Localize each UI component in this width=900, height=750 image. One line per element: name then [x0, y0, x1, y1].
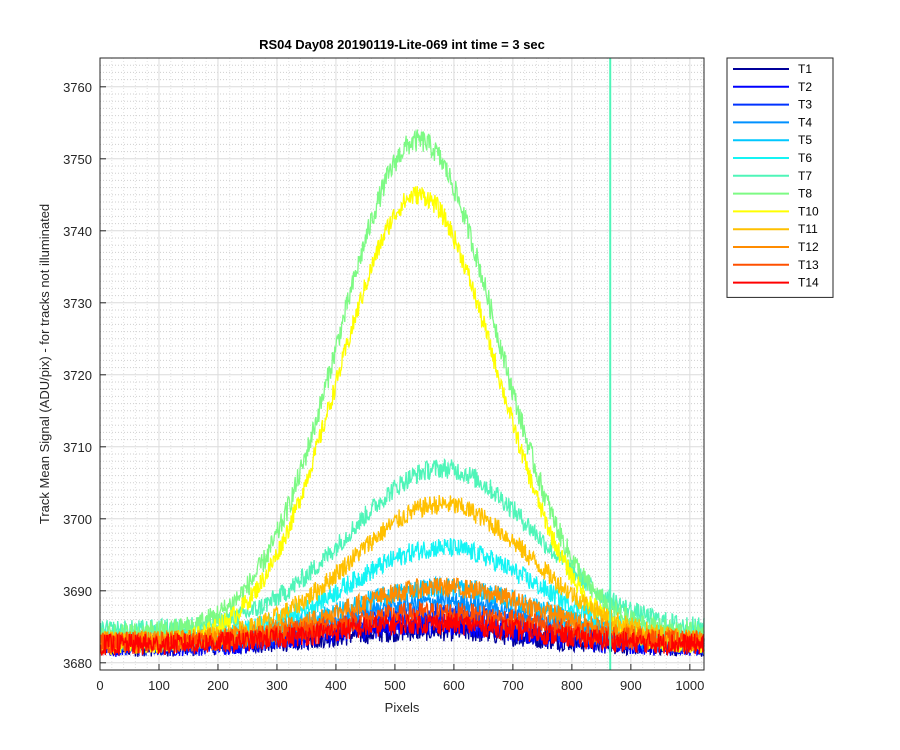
legend-label-t3: T3	[798, 98, 812, 112]
y-tick-label: 3720	[63, 368, 92, 383]
y-tick-label: 3700	[63, 512, 92, 527]
legend-label-t12: T12	[798, 240, 819, 254]
y-tick-label: 3740	[63, 224, 92, 239]
legend-label-t2: T2	[798, 80, 812, 94]
x-tick-label: 400	[325, 678, 347, 693]
chart-title: RS04 Day08 20190119-Lite-069 int time = …	[259, 37, 545, 52]
legend-label-t4: T4	[798, 115, 812, 129]
x-tick-label: 900	[620, 678, 642, 693]
y-tick-label: 3690	[63, 584, 92, 599]
series-line-t7	[99, 458, 705, 640]
major-grid	[99, 58, 704, 670]
legend-label-t10: T10	[798, 204, 819, 218]
plot-frame	[99, 57, 705, 671]
series-line-t11	[99, 495, 705, 651]
y-tick-label: 3680	[63, 656, 92, 671]
y-axis-label: Track Mean Signal (ADU/pix) - for tracks…	[37, 204, 52, 524]
x-tick-label: 300	[266, 678, 288, 693]
x-tick-label: 100	[148, 678, 170, 693]
y-axis-ticks: 3680 3690 3700 3710 3720 3730 3740 3750 3760	[63, 80, 106, 671]
series-layer	[99, 129, 705, 657]
x-axis-ticks: 0 100 200 300 400 500 600 700 800 900 1000	[96, 664, 704, 693]
y-tick-label: 3710	[63, 440, 92, 455]
legend-label-t5: T5	[798, 133, 812, 147]
y-tick-label: 3760	[63, 80, 92, 95]
x-tick-label: 700	[502, 678, 524, 693]
legend-label-t7: T7	[798, 169, 812, 183]
legend-label-t6: T6	[798, 151, 812, 165]
legend-label-t1: T1	[798, 62, 812, 76]
x-axis-label: Pixels	[385, 700, 420, 715]
x-tick-label: 0	[96, 678, 103, 693]
y-tick-label: 3730	[63, 296, 92, 311]
legend-label-t14: T14	[798, 276, 819, 290]
y-tick-label: 3750	[63, 152, 92, 167]
series-line-t8	[99, 129, 705, 645]
plot-area	[100, 58, 704, 670]
x-tick-label: 200	[207, 678, 229, 693]
x-tick-label: 800	[561, 678, 583, 693]
legend-label-t11: T11	[798, 222, 818, 236]
legend: T1 T2 T3 T4 T5 T6 T7 T8 T10 T11 T12 T13 T14	[726, 57, 834, 298]
legend-label-t8: T8	[798, 187, 812, 201]
legend-box	[726, 57, 834, 298]
x-tick-label: 1000	[675, 678, 704, 693]
legend-label-t13: T13	[798, 258, 819, 272]
x-tick-label: 600	[443, 678, 465, 693]
x-tick-label: 500	[384, 678, 406, 693]
series-line-t14	[99, 612, 705, 657]
